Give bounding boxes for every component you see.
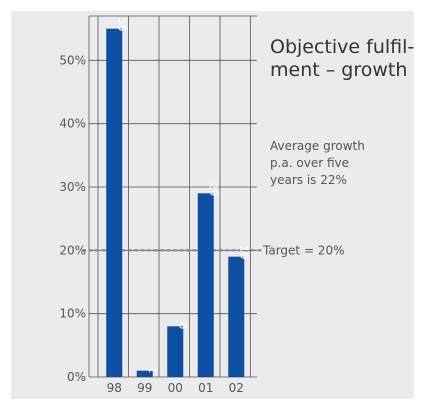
bar (228, 256, 245, 377)
x-tick-label: 02 (229, 381, 244, 395)
x-tick-label: 99 (137, 381, 152, 395)
target-label: Target = 20% (262, 243, 344, 257)
bars (106, 28, 245, 378)
x-tick-label: 00 (168, 381, 183, 395)
y-tick-label: 10% (59, 307, 86, 321)
note-line-1: Average growth (270, 139, 365, 153)
y-tick-label: 20% (59, 243, 86, 257)
bar (106, 28, 123, 378)
bar-value-label: 19 (237, 246, 250, 260)
title-line-1: Objective fulfil- (270, 36, 415, 58)
x-tick-label: 98 (107, 381, 122, 395)
bar-value-label: 8 (176, 322, 189, 329)
x-tick-label: 01 (198, 381, 213, 395)
title-line-2: ment – growth (270, 59, 408, 81)
y-tick-label: 0% (67, 370, 86, 384)
bar (167, 326, 184, 377)
growth-note: Average growth p.a. over five years is 2… (270, 138, 400, 189)
y-tick-label: 50% (59, 53, 86, 67)
chart-title: Objective fulfil- ment – growth (270, 36, 420, 82)
bar (197, 193, 214, 377)
bar-value-label: 29 (207, 182, 220, 196)
bar-value-label: 55 (115, 18, 128, 32)
y-tick-label: 30% (59, 180, 86, 194)
note-line-3: years is 22% (270, 173, 347, 187)
target-group: Target = 20% (82, 243, 344, 257)
bar-value-label: 1 (146, 367, 159, 374)
labels: 0% 10% 20% 30% 40% 50% 55 98 1 99 8 00 29 01 19 02 (59, 18, 250, 395)
note-line-2: p.a. over five (270, 156, 350, 170)
y-tick-label: 40% (59, 117, 86, 131)
bar (136, 370, 153, 377)
